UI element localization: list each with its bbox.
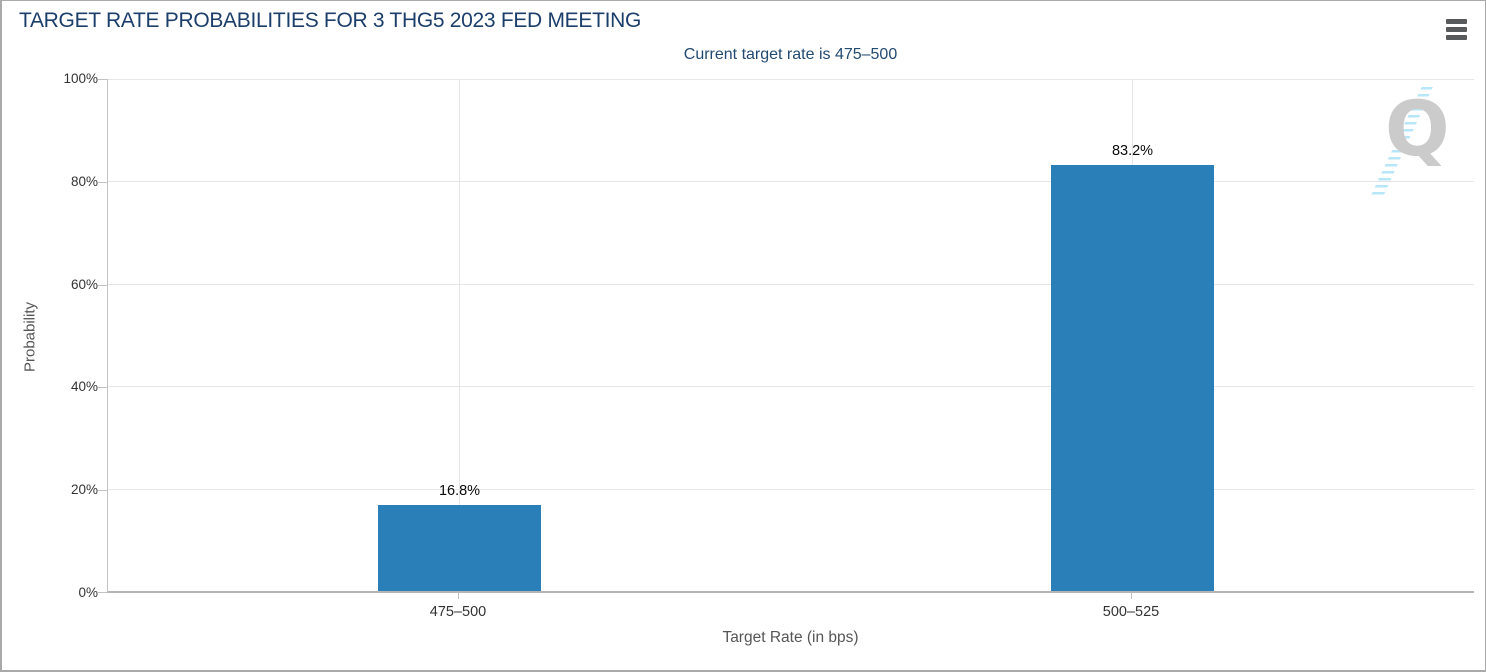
y-tick-mark [98, 285, 107, 286]
bar-column-500-525: 83.2% [1051, 79, 1214, 591]
gridline-horizontal [108, 488, 1474, 490]
y-axis-title: Probability [21, 301, 39, 373]
x-tick-mark [1131, 593, 1132, 599]
bar[interactable] [378, 504, 541, 591]
gridline-horizontal [108, 386, 1474, 388]
x-category-label: 475–500 [429, 604, 487, 620]
plot-area: 16.8% 83.2% [107, 79, 1474, 593]
y-tick-label-20: 20% [70, 482, 98, 497]
y-tick-label-100: 100% [63, 71, 98, 86]
chart-context-menu-button[interactable] [1446, 17, 1470, 41]
y-tick-mark [98, 79, 107, 80]
x-category-label: 500–525 [1102, 604, 1160, 620]
x-axis-title: Target Rate (in bps) [722, 629, 859, 646]
chart-subtitle: Current target rate is 475–500 [683, 46, 898, 63]
gridline-horizontal [108, 283, 1474, 285]
x-tick-mark [458, 593, 459, 599]
y-tick-label-80: 80% [70, 174, 98, 189]
gridline-horizontal [108, 181, 1474, 183]
y-tick-mark [98, 182, 107, 183]
hamburger-icon [1446, 34, 1467, 40]
y-tick-label-0: 0% [78, 585, 98, 600]
y-tick-mark [98, 592, 107, 593]
hamburger-icon [1446, 18, 1467, 24]
y-tick-label-60: 60% [70, 277, 98, 292]
gridline-vertical [459, 79, 460, 591]
bar-value-label: 16.8% [438, 482, 481, 499]
hamburger-icon [1446, 26, 1467, 32]
bar-value-label: 83.2% [1111, 143, 1154, 160]
y-tick-mark [98, 490, 107, 491]
y-tick-mark [98, 387, 107, 388]
gridline-horizontal [108, 79, 1474, 80]
bar[interactable] [1051, 165, 1214, 591]
bar-column-475-500: 16.8% [378, 79, 541, 591]
y-tick-label-40: 40% [70, 379, 98, 394]
chart-title: TARGET RATE PROBABILITIES FOR 3 THG5 202… [19, 9, 642, 32]
